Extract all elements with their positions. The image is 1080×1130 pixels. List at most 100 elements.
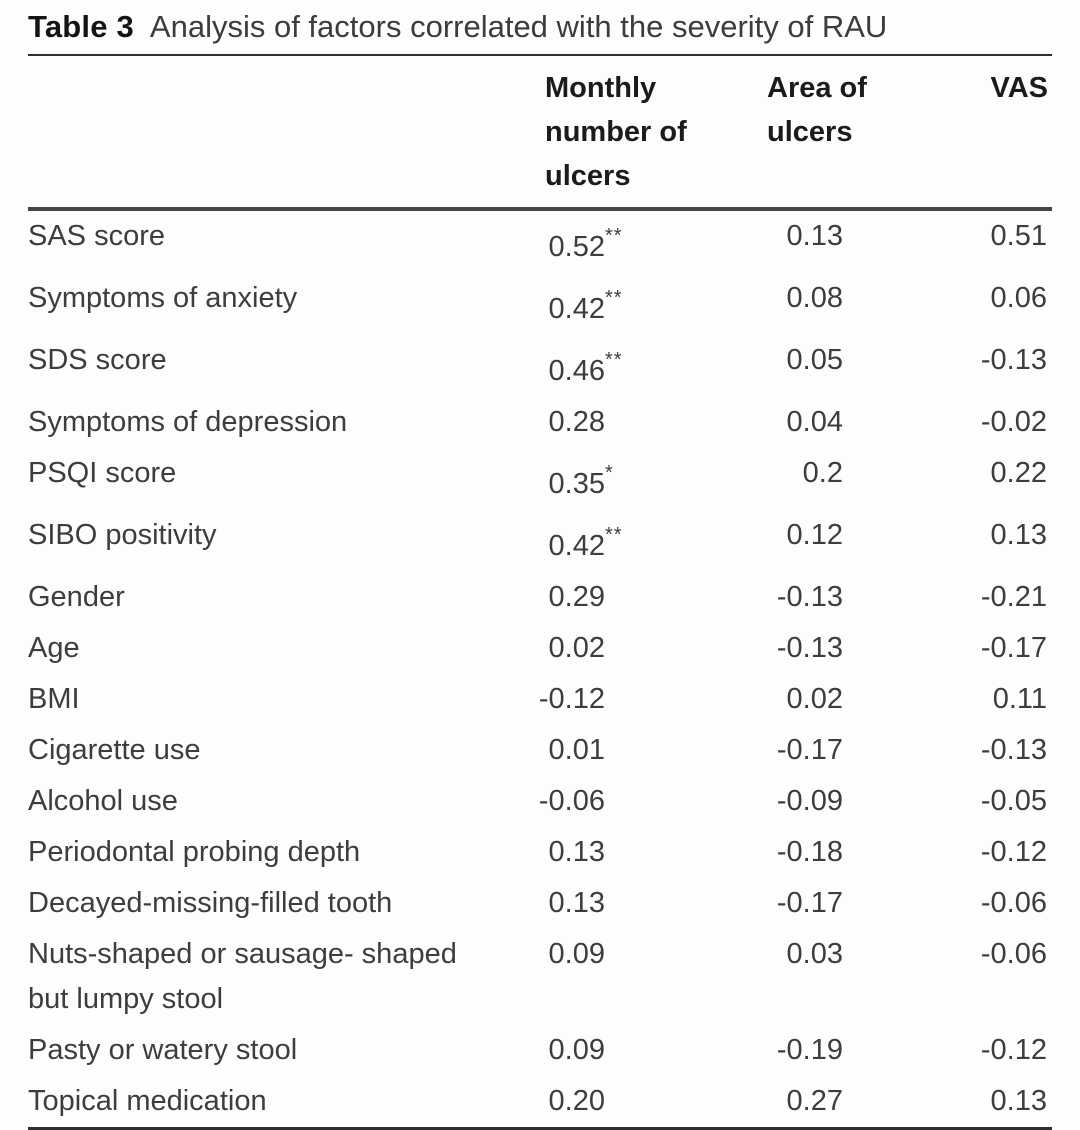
monthly-number-value: 0.42: [548, 293, 605, 325]
table-title-text: Analysis of factors correlated with the …: [149, 9, 888, 44]
vas-cell: -0.13: [980, 734, 1047, 766]
area-of-ulcers-cell: -0.13: [776, 581, 843, 613]
monthly-number-value: 0.01: [548, 734, 605, 766]
table-row: SAS score 0.52** 0.13 0.51: [28, 211, 1052, 273]
monthly-number-value: 0.35: [548, 468, 605, 500]
monthly-number-value: 0.13: [548, 836, 605, 868]
factor-cell: Topical medication: [28, 1085, 267, 1117]
monthly-number-value: 0.20: [548, 1085, 605, 1117]
table-row: Symptoms of anxiety 0.42** 0.08 0.06: [28, 273, 1052, 335]
factor-cell: Nuts-shaped or sausage- shaped but lumpy…: [28, 938, 457, 1015]
area-of-ulcers-cell: -0.18: [776, 836, 843, 868]
monthly-number-cell: 0.35*: [548, 462, 614, 500]
table-body: SAS score 0.52** 0.13 0.51 Symptoms of a…: [28, 211, 1052, 1130]
factor-cell: Cigarette use: [28, 734, 201, 766]
factor-cell: SAS score: [28, 220, 165, 252]
area-of-ulcers-cell: 0.04: [786, 406, 843, 438]
table-row: SDS score 0.46** 0.05 -0.13: [28, 335, 1052, 397]
table-row: Nuts-shaped or sausage- shaped but lumpy…: [28, 929, 1052, 1025]
monthly-number-value: 0.28: [548, 406, 605, 438]
table-header-row: Monthly number of ulcers Area of ulcers …: [28, 56, 1052, 211]
monthly-number-value: -0.06: [538, 785, 605, 817]
vas-cell: -0.06: [980, 887, 1047, 919]
header-vas: VAS: [990, 72, 1048, 104]
monthly-number-cell: 0.52**: [548, 225, 623, 263]
area-of-ulcers-cell: 0.2: [802, 457, 843, 489]
vas-cell: 0.13: [990, 1085, 1047, 1117]
monthly-number-cell: 0.28: [488, 400, 605, 445]
vas-cell: 0.22: [990, 457, 1047, 489]
header-area-of-ulcers: Area of ulcers: [767, 72, 867, 148]
factor-cell: Periodontal probing depth: [28, 836, 361, 868]
monthly-number-value: 0.52: [548, 231, 605, 263]
table-row: Pasty or watery stool 0.09 -0.19 -0.12: [28, 1025, 1052, 1076]
vas-cell: 0.06: [990, 282, 1047, 314]
monthly-number-value: -0.12: [538, 683, 605, 715]
area-of-ulcers-cell: 0.13: [786, 220, 843, 252]
factor-cell: PSQI score: [28, 457, 177, 489]
area-of-ulcers-cell: 0.03: [786, 938, 843, 970]
vas-cell: -0.21: [980, 581, 1047, 613]
table-row: BMI -0.12 0.02 0.11: [28, 674, 1052, 725]
area-of-ulcers-cell: -0.09: [776, 785, 843, 817]
monthly-number-value: 0.09: [548, 1034, 605, 1066]
table-row: Cigarette use 0.01 -0.17 -0.13: [28, 725, 1052, 776]
factor-cell: Alcohol use: [28, 785, 178, 817]
area-of-ulcers-cell: -0.17: [776, 734, 843, 766]
table-row: Topical medication 0.20 0.27 0.13: [28, 1076, 1052, 1127]
monthly-number-cell: 0.29: [488, 575, 605, 620]
monthly-number-value: 0.02: [548, 632, 605, 664]
vas-cell: 0.51: [990, 220, 1047, 252]
monthly-number-cell: 0.09: [488, 932, 605, 1022]
table3-container: Table 3 Analysis of factors correlated wi…: [28, 0, 1052, 1130]
table-row: Age 0.02 -0.13 -0.17: [28, 623, 1052, 674]
factor-cell: SDS score: [28, 344, 167, 376]
area-of-ulcers-cell: 0.05: [786, 344, 843, 376]
monthly-number-cell: 0.02: [488, 626, 605, 671]
vas-cell: 0.11: [992, 683, 1047, 715]
monthly-number-value: 0.09: [548, 938, 605, 970]
monthly-number-cell: 0.42**: [548, 287, 623, 325]
vas-cell: -0.12: [980, 836, 1047, 868]
factor-cell: Decayed-missing-filled tooth: [28, 887, 393, 919]
monthly-number-cell: 0.09: [488, 1028, 605, 1073]
table-row: Periodontal probing depth 0.13 -0.18 -0.…: [28, 827, 1052, 878]
monthly-number-cell: -0.12: [488, 677, 605, 722]
factor-cell: Symptoms of anxiety: [28, 282, 298, 314]
factor-cell: BMI: [28, 683, 80, 715]
factor-cell: Gender: [28, 581, 125, 613]
area-of-ulcers-cell: 0.08: [786, 282, 843, 314]
monthly-number-cell: 0.01: [488, 728, 605, 773]
monthly-number-value: 0.13: [548, 887, 605, 919]
area-of-ulcers-cell: 0.12: [786, 519, 843, 551]
vas-cell: -0.13: [980, 344, 1047, 376]
vas-cell: -0.05: [980, 785, 1047, 817]
monthly-number-value: 0.42: [548, 530, 605, 562]
vas-cell: -0.02: [980, 406, 1047, 438]
paper-page: Table 3 Analysis of factors correlated wi…: [28, 9, 1052, 1130]
factor-cell: Symptoms of depression: [28, 406, 348, 438]
monthly-number-cell: -0.06: [488, 779, 605, 824]
table-caption: Table 3 Analysis of factors correlated wi…: [28, 0, 1052, 56]
monthly-number-cell: 0.42**: [548, 524, 623, 562]
table-row: PSQI score 0.35* 0.2 0.22: [28, 448, 1052, 510]
header-factor: [28, 66, 545, 198]
table-row: Alcohol use -0.06 -0.09 -0.05: [28, 776, 1052, 827]
monthly-number-cell: 0.46**: [548, 349, 623, 387]
area-of-ulcers-cell: 0.27: [786, 1085, 843, 1117]
area-of-ulcers-cell: -0.13: [776, 632, 843, 664]
table-number-label: Table 3: [28, 9, 134, 44]
area-of-ulcers-cell: -0.19: [776, 1034, 843, 1066]
monthly-number-value: 0.29: [548, 581, 605, 613]
header-monthly-number-of-ulcers: Monthly number of ulcers: [545, 72, 687, 192]
vas-cell: -0.06: [980, 938, 1047, 970]
table-row: Gender 0.29 -0.13 -0.21: [28, 572, 1052, 623]
factor-cell: Age: [28, 632, 80, 664]
table-row: Symptoms of depression 0.28 0.04 -0.02: [28, 397, 1052, 448]
factor-cell: SIBO positivity: [28, 519, 217, 551]
factor-cell: Pasty or watery stool: [28, 1034, 298, 1066]
vas-cell: -0.12: [980, 1034, 1047, 1066]
monthly-number-cell: 0.13: [488, 830, 605, 875]
table-row: SIBO positivity 0.42** 0.12 0.13: [28, 510, 1052, 572]
vas-cell: -0.17: [980, 632, 1047, 664]
